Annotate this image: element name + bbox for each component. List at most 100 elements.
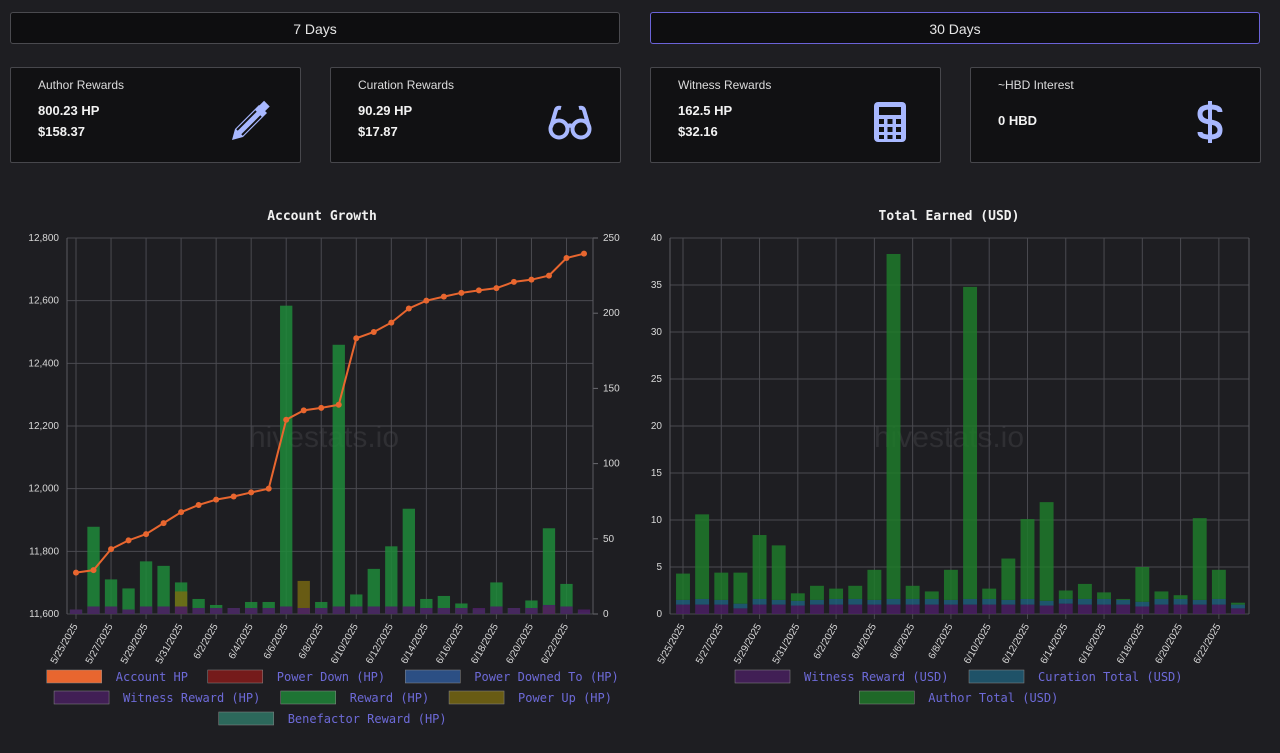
witness-reward-bar xyxy=(560,606,573,614)
curation-total-bar xyxy=(1039,600,1054,606)
curation-total-bar xyxy=(848,598,863,605)
legend-label: Curation Total (USD) xyxy=(1038,670,1183,684)
author-total-bar xyxy=(1135,567,1150,602)
legend-swatch xyxy=(53,690,110,705)
account-hp-point xyxy=(423,297,430,304)
author-total-bar xyxy=(733,572,748,604)
y-left-tick-label: 12,200 xyxy=(28,421,59,432)
x-tick-label: 6/10/2025 xyxy=(962,622,994,666)
witness-reward-bar xyxy=(1001,604,1016,614)
y-tick-label: 35 xyxy=(651,280,663,291)
author-total-bar xyxy=(1116,598,1131,600)
y-tick-label: 40 xyxy=(651,233,663,244)
x-tick-label: 6/4/2025 xyxy=(227,622,256,662)
account-growth-chart: hivestats.io 11,60011,80012,00012,20012,… xyxy=(28,233,620,726)
author-total-bar xyxy=(1192,518,1207,600)
account-hp-point xyxy=(353,335,360,342)
card-value-hp: 90.29 HP xyxy=(358,103,413,118)
legend-swatch xyxy=(280,690,336,705)
y-right-tick-label: 0 xyxy=(603,609,609,620)
y-left-tick-label: 12,600 xyxy=(28,296,59,307)
witness-reward-bar xyxy=(848,604,863,614)
witness-reward-bar xyxy=(771,604,786,614)
witness-reward-bar xyxy=(1173,604,1188,614)
card-title: ~HBD Interest xyxy=(998,78,1074,92)
legend-swatch xyxy=(734,669,791,684)
y-right-tick-label: 150 xyxy=(603,383,620,394)
glasses-icon xyxy=(548,105,592,140)
account-hp-point xyxy=(370,329,377,335)
account-hp-point xyxy=(493,285,500,292)
reward-bar xyxy=(332,344,345,614)
x-tick-label: 6/10/2025 xyxy=(329,622,361,666)
curation-total-bar xyxy=(1173,598,1188,605)
witness-reward-bar xyxy=(525,607,538,614)
account-hp-point xyxy=(283,416,290,423)
witness-reward-bar xyxy=(69,609,83,614)
y-left-tick-label: 12,800 xyxy=(28,233,59,244)
account-hp-point xyxy=(528,276,535,283)
account-hp-point xyxy=(510,278,517,285)
account-hp-point xyxy=(581,250,587,257)
witness-reward-bar xyxy=(192,607,205,614)
card-value-hp: 162.5 HP xyxy=(678,103,733,118)
x-tick-label: 5/29/2025 xyxy=(119,622,151,666)
reward-bar xyxy=(122,588,135,614)
curation-total-bar xyxy=(1135,601,1150,607)
x-tick-label: 5/27/2025 xyxy=(694,622,726,666)
account-hp-point xyxy=(475,287,482,294)
legend-label: Author Total (USD) xyxy=(928,691,1058,705)
witness-reward-bar xyxy=(1116,604,1131,614)
author-total-bar xyxy=(790,593,805,601)
y-tick-label: 5 xyxy=(656,562,662,573)
curation-total-bar xyxy=(1231,604,1245,609)
witness-reward-bar xyxy=(385,606,398,614)
reward-bar xyxy=(542,528,556,614)
x-tick-label: 6/18/2025 xyxy=(469,622,501,666)
x-tick-label: 6/16/2025 xyxy=(1077,622,1109,666)
legend-label: Power Down (HP) xyxy=(277,670,385,684)
x-tick-label: 6/14/2025 xyxy=(1039,622,1071,666)
witness-reward-bar xyxy=(1058,603,1073,614)
witness-reward-bar xyxy=(280,606,293,614)
author-total-bar xyxy=(1211,569,1226,599)
card-title: Witness Rewards xyxy=(678,78,772,92)
author-total-bar xyxy=(886,253,901,599)
account-hp-point xyxy=(90,567,97,574)
account-growth-title: Account Growth xyxy=(267,209,377,224)
author-total-bar xyxy=(1097,592,1111,599)
legend-swatch xyxy=(218,711,274,726)
curation-total-bar xyxy=(905,598,920,605)
range-30-days-button[interactable]: 30 Days xyxy=(650,12,1260,44)
range-7-days-button[interactable]: 7 Days xyxy=(10,12,620,44)
curation-total-bar xyxy=(1116,599,1131,605)
y-right-tick-label: 100 xyxy=(603,459,620,470)
legend-label: Witness Reward (HP) xyxy=(123,691,260,705)
witness-reward-bar xyxy=(1192,604,1207,614)
author-total-bar xyxy=(924,591,939,599)
x-tick-label: 5/25/2025 xyxy=(656,622,688,666)
witness-reward-bar xyxy=(752,604,767,614)
total-earned-title: Total Earned (USD) xyxy=(878,209,1020,224)
card-title: Author Rewards xyxy=(38,78,125,92)
author-total-bar xyxy=(848,585,863,599)
card-value-usd: $32.16 xyxy=(678,124,718,139)
author-total-bar xyxy=(1039,502,1054,601)
legend-swatch xyxy=(207,669,263,684)
legend-label: Power Downed To (HP) xyxy=(474,670,619,684)
account-hp-point xyxy=(213,496,220,503)
witness-reward-bar xyxy=(1020,604,1035,614)
witness-reward-bar xyxy=(104,606,118,614)
x-tick-label: 6/6/2025 xyxy=(888,622,917,662)
reward-bar xyxy=(104,579,118,614)
witness-reward-bar xyxy=(227,607,240,614)
x-tick-label: 6/4/2025 xyxy=(850,622,879,662)
curation-total-bar xyxy=(1020,598,1035,605)
author-total-bar xyxy=(1001,558,1016,600)
account-hp-point xyxy=(265,485,272,492)
account-hp-point xyxy=(440,293,447,300)
account-hp-point xyxy=(195,501,202,508)
witness-reward-bar xyxy=(157,606,170,614)
x-tick-label: 6/12/2025 xyxy=(364,622,396,666)
